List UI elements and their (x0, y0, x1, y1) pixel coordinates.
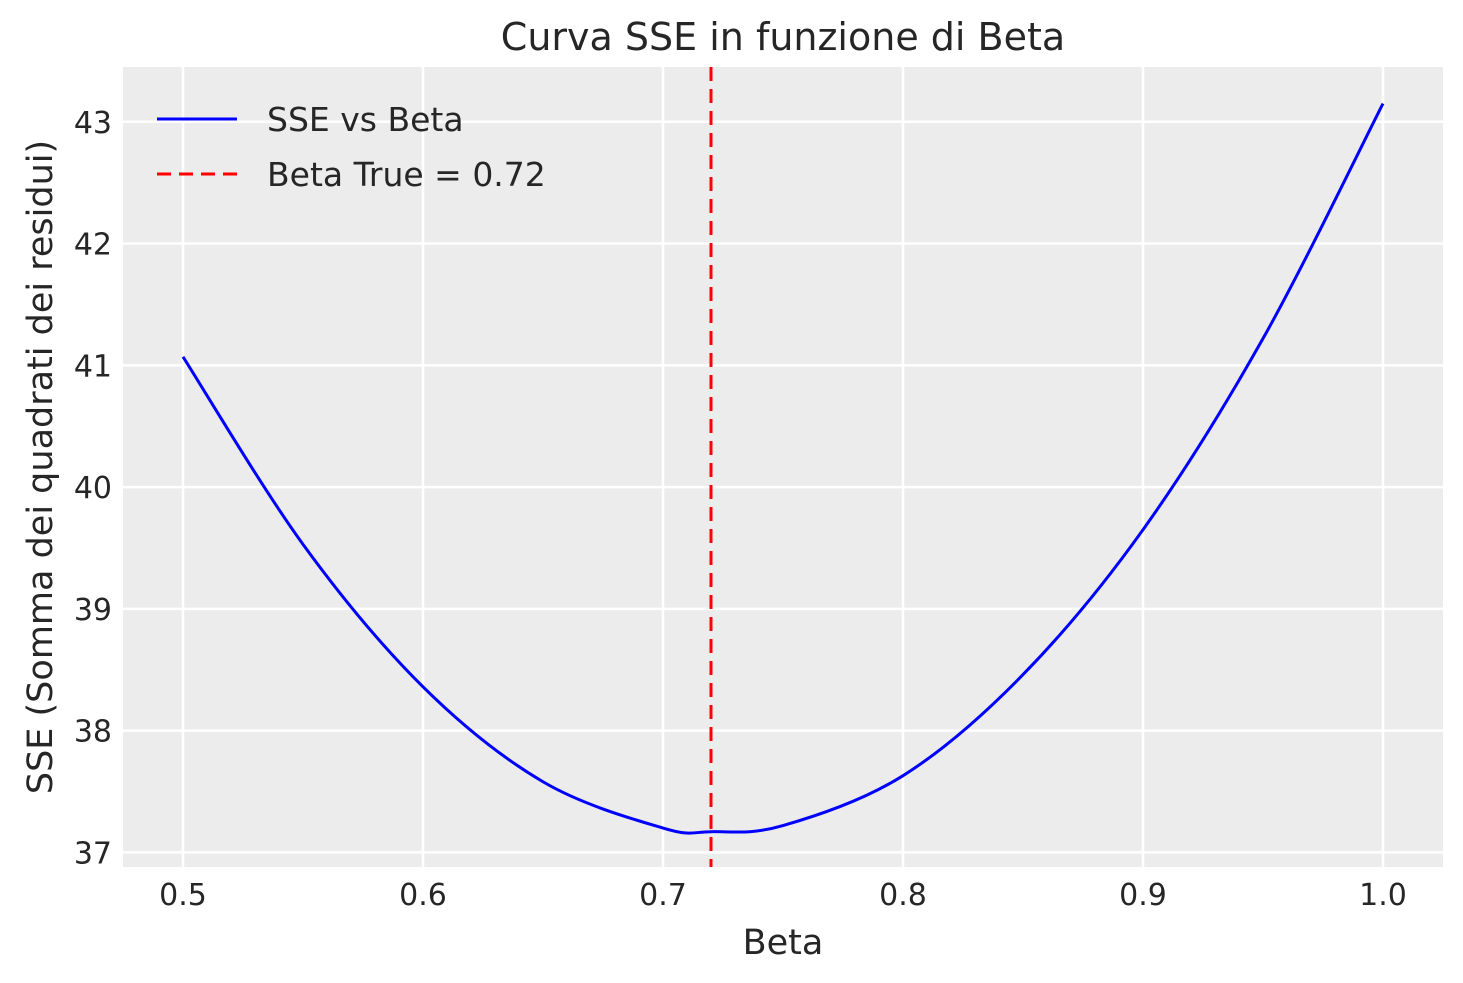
y-tick-label: 39 (74, 593, 112, 628)
x-tick-label: 0.7 (639, 878, 687, 913)
plot-background (123, 67, 1443, 867)
x-tick-labels: 0.5 0.6 0.7 0.8 0.9 1.0 (159, 878, 1407, 913)
x-tick-label: 0.8 (879, 878, 927, 913)
y-tick-label: 38 (74, 715, 112, 750)
x-tick-label: 0.9 (1119, 878, 1167, 913)
y-tick-label: 37 (74, 836, 112, 871)
y-tick-labels: 37 38 39 40 41 42 43 (74, 106, 112, 872)
legend-label-beta-true: Beta True = 0.72 (267, 155, 546, 194)
legend-label-sse: SSE vs Beta (267, 100, 464, 139)
x-tick-label: 0.5 (159, 878, 207, 913)
legend: SSE vs Beta Beta True = 0.72 (157, 100, 546, 194)
y-tick-label: 42 (74, 228, 112, 263)
y-tick-label: 41 (74, 349, 112, 384)
y-axis-label: SSE (Somma dei quadrati dei residui) (21, 140, 61, 794)
sse-curve (181, 102, 1385, 835)
x-tick-label: 1.0 (1359, 878, 1407, 913)
y-tick-label: 40 (74, 471, 112, 506)
x-axis-label: Beta (743, 923, 824, 963)
grid (123, 67, 1443, 867)
y-tick-label: 43 (74, 106, 112, 141)
chart-title: Curva SSE in funzione di Beta (501, 15, 1065, 59)
x-tick-label: 0.6 (399, 878, 447, 913)
series-layer (181, 67, 1385, 867)
